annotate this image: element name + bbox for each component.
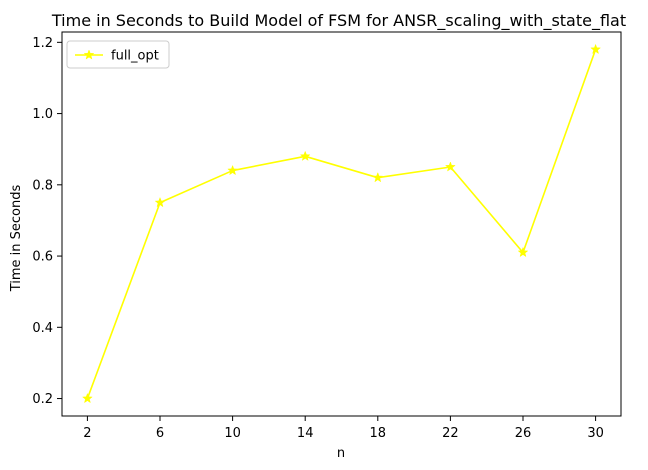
data-point bbox=[444, 161, 456, 172]
data-point bbox=[81, 392, 93, 404]
legend: full_opt bbox=[66, 40, 170, 69]
y-tick-label: 1.2 bbox=[32, 36, 53, 51]
y-tick-label: 0.2 bbox=[32, 392, 53, 407]
x-tick-label: 10 bbox=[224, 426, 241, 441]
legend-label: full_opt bbox=[111, 49, 159, 64]
x-axis-label: n bbox=[337, 446, 345, 461]
y-tick-label: 0.4 bbox=[32, 321, 53, 336]
plot-area bbox=[61, 31, 622, 417]
legend-marker bbox=[83, 49, 95, 60]
legend-box bbox=[66, 40, 170, 69]
data-point bbox=[299, 150, 311, 161]
y-tick-label: 0.8 bbox=[32, 178, 53, 193]
series-layer bbox=[81, 43, 602, 404]
x-tick-label: 14 bbox=[297, 426, 314, 441]
y-tick-label: 0.6 bbox=[32, 250, 53, 265]
data-point bbox=[517, 246, 529, 258]
x-tick-label: 6 bbox=[156, 426, 164, 441]
data-point bbox=[590, 43, 602, 55]
y-axis-label: Time in Seconds bbox=[9, 185, 24, 293]
x-axis: 2 6 10 14 18 22 26 30 bbox=[83, 416, 604, 441]
y-axis: 0.2 0.4 0.6 0.8 1.0 1.2 bbox=[32, 36, 62, 407]
data-point bbox=[227, 164, 239, 176]
x-tick-label: 18 bbox=[370, 426, 387, 441]
data-point bbox=[154, 196, 166, 208]
x-tick-label: 26 bbox=[515, 426, 532, 441]
x-tick-label: 22 bbox=[442, 426, 459, 441]
data-point bbox=[372, 171, 384, 183]
chart-title: Time in Seconds to Build Model of FSM fo… bbox=[51, 11, 626, 31]
x-tick-label: 30 bbox=[587, 426, 604, 441]
series-line bbox=[86, 49, 597, 399]
x-tick-label: 2 bbox=[83, 426, 91, 441]
y-tick-label: 1.0 bbox=[32, 107, 53, 122]
